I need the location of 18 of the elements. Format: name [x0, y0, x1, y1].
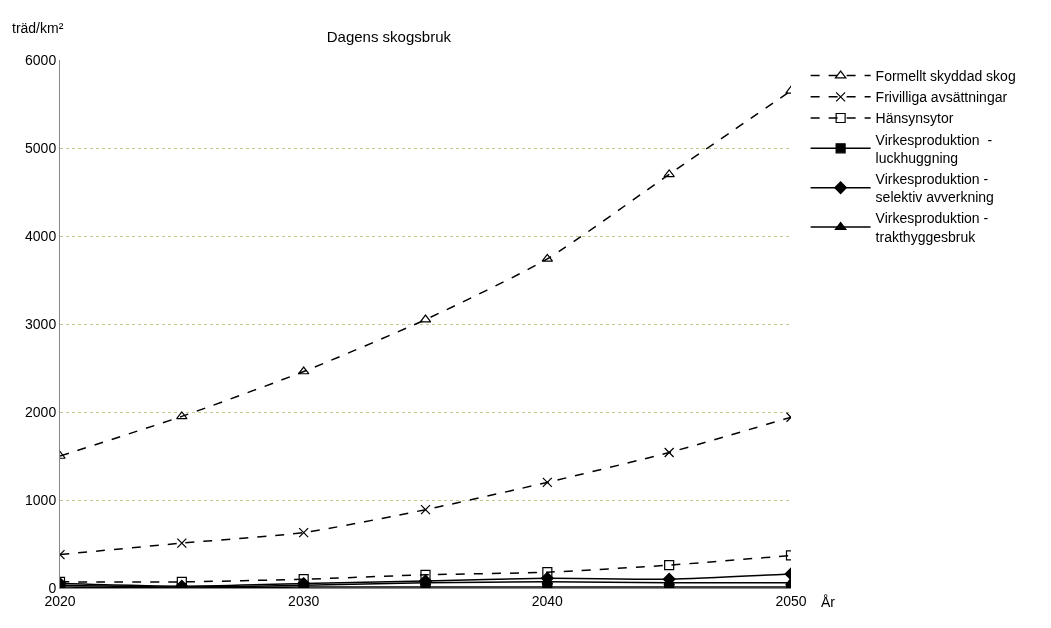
- legend-label: Formellt skyddad skog: [875, 68, 1016, 85]
- y-tick-label: 3000: [25, 315, 57, 332]
- y-axis-title: träd/km²: [12, 20, 64, 36]
- legend-label: Virkesproduktion - selektiv avverkning: [875, 171, 994, 206]
- y-tick-label: 1000: [25, 491, 57, 508]
- y-tick-label: 5000: [25, 139, 57, 156]
- x-axis-title: År: [821, 594, 836, 610]
- x-tick-label: 2030: [288, 592, 320, 609]
- x-tick-label: 2050: [775, 592, 807, 609]
- legend-label: Frivilliga avsättningar: [875, 89, 1008, 106]
- legend-label: Hänsynsytor: [875, 110, 954, 127]
- legend-label: Virkesproduktion - trakthyggesbruk: [875, 210, 989, 245]
- y-tick-label: 6000: [25, 51, 57, 68]
- y-tick-label: 4000: [25, 227, 57, 244]
- x-tick-label: 2040: [531, 592, 564, 609]
- y-tick-label: 2000: [25, 403, 57, 420]
- chart-title: Dagens skogsbruk: [326, 27, 452, 45]
- legend-label: Virkesproduktion - luckhuggning: [875, 131, 993, 166]
